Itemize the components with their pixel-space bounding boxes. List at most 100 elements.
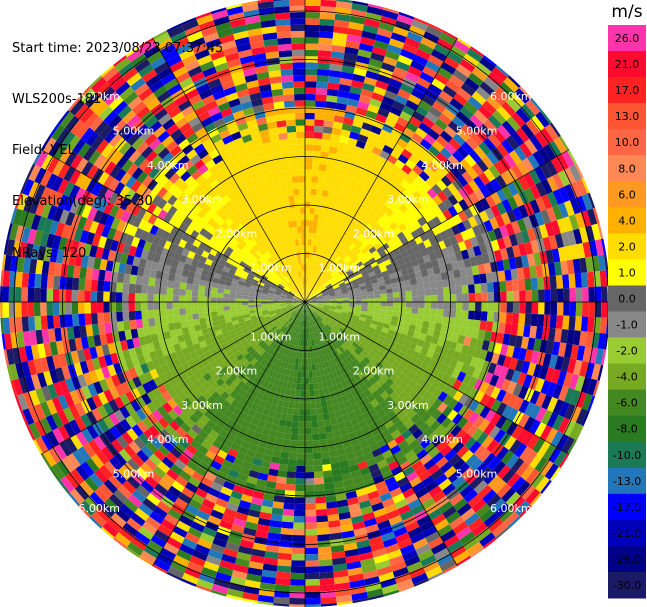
velocity-bin <box>249 373 257 382</box>
velocity-bin <box>393 297 400 302</box>
velocity-bin <box>427 508 443 521</box>
velocity-bin <box>116 321 125 332</box>
velocity-bin <box>305 119 315 126</box>
velocity-bin <box>558 186 570 203</box>
velocity-bin <box>499 81 515 97</box>
velocity-bin <box>215 344 224 353</box>
velocity-bin <box>3 238 9 255</box>
velocity-bin <box>375 480 388 491</box>
velocity-bin <box>417 313 425 321</box>
velocity-bin <box>389 106 403 117</box>
velocity-bin <box>24 375 36 392</box>
velocity-bin <box>551 341 561 356</box>
velocity-bin <box>234 361 243 369</box>
velocity-bin <box>246 261 254 268</box>
velocity-bin <box>323 255 328 263</box>
velocity-bin <box>501 468 516 484</box>
velocity-bin <box>261 394 269 403</box>
velocity-bin <box>151 398 163 410</box>
velocity-bin <box>160 547 177 561</box>
velocity-bin <box>582 241 592 258</box>
velocity-bin <box>309 292 314 298</box>
velocity-bin <box>457 334 466 345</box>
velocity-bin <box>322 183 330 191</box>
velocity-bin <box>74 484 90 501</box>
velocity-bin <box>323 296 330 299</box>
velocity-bin <box>317 50 332 58</box>
velocity-bin <box>305 163 313 170</box>
velocity-bin <box>253 397 262 406</box>
velocity-bin <box>80 336 90 350</box>
velocity-bin <box>283 432 292 440</box>
velocity-bin <box>370 238 379 247</box>
velocity-bin <box>370 357 379 366</box>
velocity-bin <box>372 332 380 340</box>
velocity-bin <box>376 27 393 39</box>
velocity-bin <box>486 439 499 453</box>
velocity-bin <box>248 423 258 432</box>
velocity-bin <box>336 302 343 304</box>
velocity-bin <box>511 312 520 325</box>
velocity-bin <box>167 205 178 217</box>
velocity-bin <box>40 302 47 316</box>
velocity-bin <box>273 279 280 285</box>
velocity-bin <box>89 220 99 234</box>
velocity-bin <box>12 240 22 257</box>
velocity-bin <box>329 204 337 213</box>
velocity-bin <box>414 417 426 429</box>
velocity-bin <box>572 258 581 274</box>
velocity-bin <box>113 409 126 423</box>
velocity-bin <box>107 364 117 377</box>
velocity-bin <box>531 302 539 315</box>
velocity-bin <box>300 302 305 307</box>
velocity-bin <box>70 350 80 364</box>
velocity-bin <box>449 516 465 530</box>
velocity-bin <box>483 76 500 92</box>
velocity-bin <box>119 393 131 406</box>
velocity-bin <box>372 264 380 272</box>
velocity-bin <box>580 272 589 288</box>
velocity-bin <box>280 360 286 368</box>
velocity-bin <box>427 384 438 395</box>
velocity-bin <box>361 305 368 309</box>
velocity-bin <box>260 358 268 366</box>
velocity-bin <box>173 342 182 352</box>
velocity-bin <box>161 363 171 374</box>
velocity-bin <box>306 308 309 315</box>
velocity-bin <box>83 372 94 386</box>
velocity-bin <box>525 99 541 116</box>
velocity-bin <box>473 213 484 226</box>
velocity-bin <box>48 140 62 157</box>
velocity-bin <box>473 415 485 428</box>
velocity-bin <box>353 186 363 196</box>
velocity-bin <box>326 158 336 167</box>
velocity-bin <box>380 414 391 424</box>
velocity-bin <box>122 292 129 302</box>
velocity-bin <box>368 227 377 236</box>
velocity-bin <box>482 489 497 504</box>
velocity-bin <box>327 331 333 338</box>
velocity-bin <box>478 105 493 120</box>
velocity-bin <box>338 194 346 202</box>
velocity-bin <box>234 393 244 403</box>
velocity-bin <box>312 376 318 384</box>
velocity-bin <box>520 465 535 481</box>
velocity-bin <box>185 302 192 309</box>
velocity-bin <box>383 434 395 444</box>
velocity-bin <box>109 456 123 471</box>
velocity-bin <box>354 248 362 256</box>
velocity-bin <box>320 400 328 408</box>
velocity-bin <box>305 484 315 492</box>
velocity-bin <box>345 490 358 500</box>
velocity-bin <box>539 425 553 441</box>
velocity-bin <box>241 298 249 302</box>
velocity-bin <box>323 294 330 298</box>
velocity-bin <box>408 498 422 510</box>
velocity-bin <box>315 195 322 203</box>
velocity-bin <box>221 327 229 334</box>
velocity-bin <box>274 365 281 373</box>
velocity-bin <box>114 532 131 547</box>
velocity-bin <box>134 293 142 302</box>
velocity-bin <box>501 487 516 503</box>
velocity-bin <box>29 198 41 215</box>
